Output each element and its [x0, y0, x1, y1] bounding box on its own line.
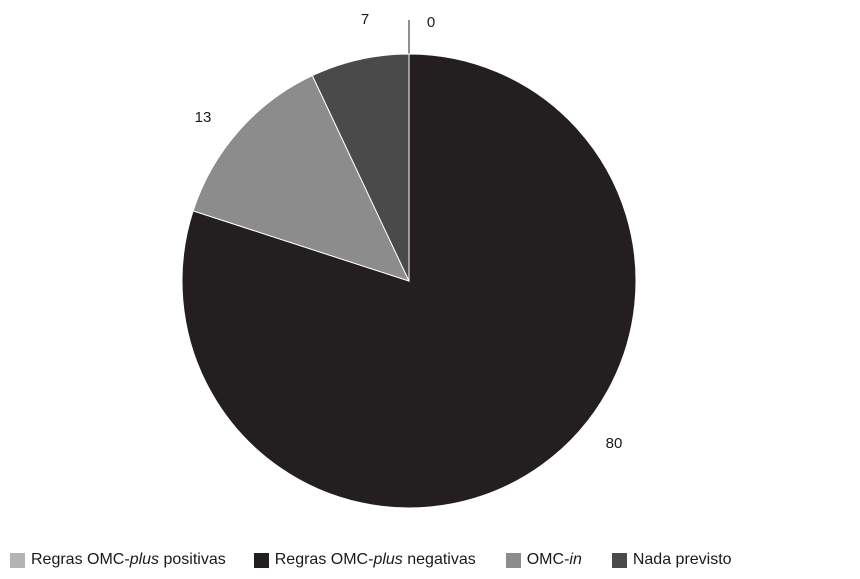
legend-label: OMC-in [526, 551, 582, 568]
legend-item-nada-previsto: Nada previsto [611, 551, 732, 569]
data-label-regras-omc-plus-negativas: 80 [606, 435, 623, 452]
chart-legend: Regras OMC-plus positivas Regras OMC-plu… [10, 546, 858, 574]
legend-label: Nada previsto [632, 551, 732, 568]
legend-swatch [505, 552, 521, 568]
legend-item-omc-in: OMC-in [505, 551, 582, 569]
pie-slice-omc-in [192, 74, 410, 282]
legend-label: Regras OMC-plus positivas [31, 551, 226, 568]
pie-slices [181, 20, 637, 509]
legend-swatch [10, 552, 25, 568]
legend-swatch [611, 552, 627, 568]
pie-chart: 0 80 13 7 [181, 11, 637, 509]
legend-label: Regras OMC-plus negativas [274, 551, 476, 568]
legend-item-regras-omc-plus-positivas: Regras OMC-plus positivas [10, 551, 226, 569]
data-label-nada-previsto: 7 [361, 11, 369, 28]
data-label-omc-in: 13 [195, 109, 212, 126]
data-label-regras-omc-plus-positivas: 0 [427, 14, 435, 31]
pie-data-labels: 0 80 13 7 [195, 11, 623, 452]
legend-item-regras-omc-plus-negativas: Regras OMC-plus negativas [253, 551, 476, 569]
legend-swatch [253, 552, 269, 568]
